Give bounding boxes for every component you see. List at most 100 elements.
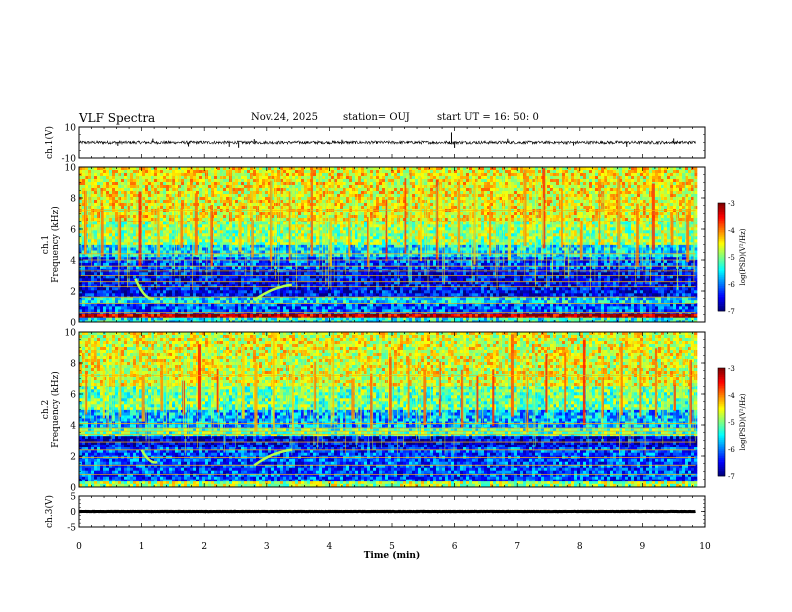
- ch1_spectrogram-cell: [196, 281, 200, 285]
- ch1_spectrogram-cell: [502, 281, 506, 285]
- ch1_spectrogram-cell: [664, 313, 668, 317]
- ch1_spectrogram-cell: [346, 278, 350, 282]
- ch1_spectrogram-cell: [487, 278, 491, 282]
- ch1_spectrogram-cell: [163, 313, 167, 317]
- ch1_spectrogram-cell: [652, 293, 656, 297]
- ch1_spectrogram-cell: [328, 303, 332, 307]
- ch1_spectrogram-cell: [193, 262, 197, 267]
- ch1_spectrogram-cell: [226, 320, 230, 323]
- ch1_spectrogram-cell: [238, 313, 242, 317]
- ch1_spectrogram-cell: [409, 287, 413, 291]
- ch1_spectrogram-cell: [520, 256, 524, 261]
- ch1_spectrogram-cell: [358, 278, 362, 282]
- ch1_spectrogram-cell: [418, 303, 422, 307]
- ch1_spectrogram-cell: [154, 303, 158, 307]
- ch1_spectrogram-cell: [448, 272, 452, 276]
- ch1_spectrogram-cell: [595, 259, 599, 264]
- ch1_spectrogram-cell: [148, 275, 152, 279]
- ch1_spectrogram-cell: [571, 278, 575, 282]
- ch1_spectrogram-cell: [268, 281, 272, 285]
- ch1_spectrogram-cell: [139, 316, 143, 318]
- ch1_spectrogram-cell: [211, 293, 215, 297]
- ch1_spectrogram-cell: [121, 281, 125, 285]
- ch1_spectrogram-cell: [214, 281, 218, 285]
- ch1_spectrogram-cell: [448, 281, 452, 285]
- ch1_spectrogram-cell: [163, 303, 167, 307]
- ch1_spectrogram-cell: [100, 262, 104, 267]
- ch1_spectrogram-cell: [622, 287, 626, 291]
- ch1_spectrogram-cell: [559, 306, 563, 310]
- ch1_spectrogram-cell: [145, 272, 149, 276]
- ch1_spectrogram-cell: [487, 256, 491, 261]
- ch1_spectrogram-cell: [538, 316, 542, 318]
- ch1_spectrogram-cell: [238, 275, 242, 279]
- ch1_spectrogram-cell: [301, 300, 305, 304]
- ch1_spectrogram-cell: [130, 256, 134, 261]
- ch1_spectrogram-cell: [535, 256, 539, 261]
- ch1_spectrogram-cell: [166, 306, 170, 310]
- ch1_spectrogram-cell: [667, 303, 671, 307]
- ch1_spectrogram-cell: [385, 284, 389, 288]
- ch1_spectrogram-cell: [172, 262, 176, 267]
- ch1_spectrogram-cell: [226, 290, 230, 294]
- ch1_spectrogram-cell: [685, 309, 689, 313]
- ch1_spectrogram-cell: [232, 309, 236, 313]
- ch1_spectrogram-cell: [517, 256, 521, 261]
- ch1_spectrogram-cell: [295, 293, 299, 297]
- ch1_spectrogram-cell: [319, 278, 323, 282]
- ch1_spectrogram-cell: [292, 303, 296, 307]
- ch1_spectrogram-cell: [292, 281, 296, 285]
- ch1_spectrogram-cell: [82, 272, 86, 276]
- ch1_spectrogram-cell: [631, 297, 635, 301]
- ch1_spectrogram-cell: [685, 300, 689, 304]
- ch1_spectrogram-cell: [598, 316, 602, 318]
- ch1_spectrogram-cell: [601, 309, 605, 313]
- ch1_spectrogram-cell: [685, 275, 689, 279]
- ch1_spectrogram-cell: [142, 278, 146, 282]
- ch1_spectrogram-cell: [514, 287, 518, 291]
- ch1_spectrogram-cell: [217, 320, 221, 323]
- ch1_spectrogram-cell: [526, 281, 530, 285]
- ch1_spectrogram-cell: [445, 284, 449, 288]
- ch1_spectrogram-cell: [103, 287, 107, 291]
- ch1_spectrogram-cell: [163, 306, 167, 310]
- ch1_spectrogram-cell: [382, 313, 386, 317]
- ch1_spectrogram-cell: [361, 300, 365, 304]
- ch1_spectrogram-cell: [388, 303, 392, 307]
- ch1_spectrogram-cell: [148, 256, 152, 261]
- ch1_spectrogram-cell: [235, 313, 239, 317]
- chart-title: VLF Spectra: [79, 111, 155, 125]
- ch1_spectrogram-cell: [268, 256, 272, 261]
- ch1_spectrogram-cell: [505, 272, 509, 276]
- ch1_spectrogram-cell: [85, 316, 89, 318]
- ch1_spectrogram-cell: [481, 309, 485, 313]
- ch1_spectrogram-cell: [511, 293, 515, 297]
- ch1_spectrogram-cell: [511, 316, 515, 318]
- ch1_spectrogram-cell: [196, 300, 200, 304]
- ch1_spectrogram-cell: [427, 306, 431, 310]
- ch1_spectrogram-cell: [691, 256, 695, 261]
- ch1_spectrogram-cell: [640, 309, 644, 313]
- ch1_spectrogram-cell: [88, 284, 92, 288]
- ch1_spectrogram-cell: [373, 278, 377, 282]
- ch1_spectrogram-cell: [682, 259, 686, 264]
- ch1_spectrogram-cell: [400, 316, 404, 318]
- ch1_spectrogram-cell: [460, 317, 464, 321]
- ch1_spectrogram-cell: [445, 297, 449, 301]
- ch1_spectrogram-cell: [676, 306, 680, 310]
- ch1_spectrogram-cell: [202, 297, 206, 301]
- ch1_spectrogram-cell: [583, 313, 587, 317]
- ch1_spectrogram-cell: [124, 290, 128, 294]
- ch1_spectrogram-cell: [517, 272, 521, 276]
- ch1_spectrogram-cell: [355, 256, 359, 261]
- ch1_spectrogram-cell: [436, 262, 440, 267]
- ch1_spectrogram-cell: [559, 256, 563, 261]
- ch1_spectrogram-cell: [103, 275, 107, 279]
- ch1_spectrogram-cell: [433, 275, 437, 279]
- ch1_spectrogram-cell: [688, 316, 692, 318]
- ch1_spectrogram-cell: [544, 287, 548, 291]
- ch1_spectrogram-cell: [289, 306, 293, 310]
- ch1_spectrogram-cell: [310, 309, 314, 313]
- ch1_spectrogram-cell: [619, 290, 623, 294]
- ch1_spectrogram-cell: [385, 262, 389, 267]
